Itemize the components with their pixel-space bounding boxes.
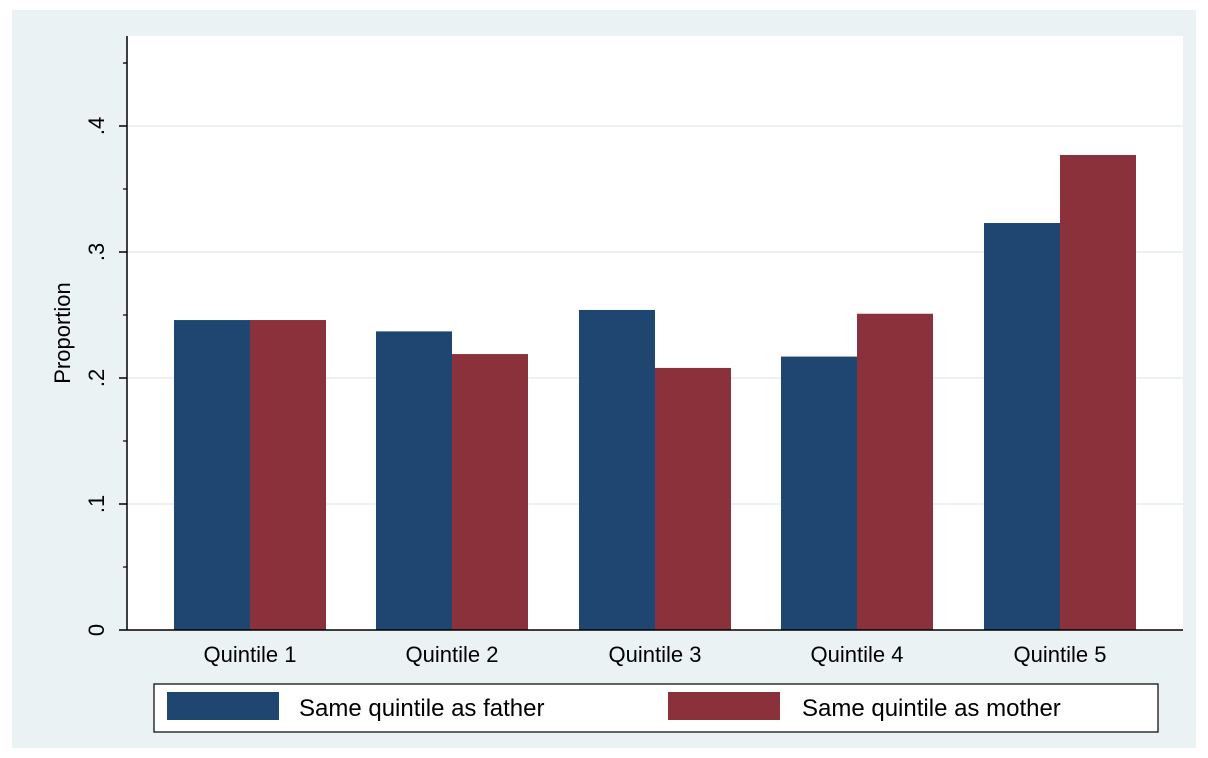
y-tick-label: .2 <box>84 369 109 387</box>
y-ticks: 0 .1 .2 .3 .4 <box>84 62 127 636</box>
y-tick-label: .3 <box>84 243 109 261</box>
bar-mother-q5 <box>1060 154 1136 631</box>
y-tick-label: .1 <box>84 495 109 513</box>
bar-mother-q3 <box>655 367 731 630</box>
legend-swatch <box>668 692 780 720</box>
x-tick-label: Quintile 2 <box>406 642 499 667</box>
legend: Same quintile as father Same quintile as … <box>153 683 1159 733</box>
legend-swatch <box>167 692 279 720</box>
legend-box <box>153 683 1159 733</box>
bar-mother-q4 <box>857 313 933 630</box>
y-tick-label: .4 <box>84 117 109 135</box>
bar-father-q2 <box>376 331 452 630</box>
bar-father-q5 <box>984 223 1060 630</box>
x-tick-label: Quintile 5 <box>1014 642 1107 667</box>
legend-label: Same quintile as father <box>299 695 544 722</box>
bar-father-q3 <box>579 309 655 630</box>
bar-mother-q2 <box>452 354 528 630</box>
bar-father-q1 <box>174 320 250 630</box>
x-tick-label: Quintile 3 <box>609 642 702 667</box>
bars <box>174 154 1136 631</box>
bar-father-q4 <box>781 356 857 630</box>
y-axis-title: Proportion <box>50 282 75 384</box>
y-tick-label: 0 <box>84 624 109 636</box>
bar-mother-q1 <box>250 320 326 630</box>
legend-label: Same quintile as mother <box>802 695 1061 722</box>
x-ticks: Quintile 1 Quintile 2 Quintile 3 Quintile 4… <box>204 642 1107 667</box>
x-tick-label: Quintile 4 <box>811 642 904 667</box>
x-tick-label: Quintile 1 <box>204 642 297 667</box>
